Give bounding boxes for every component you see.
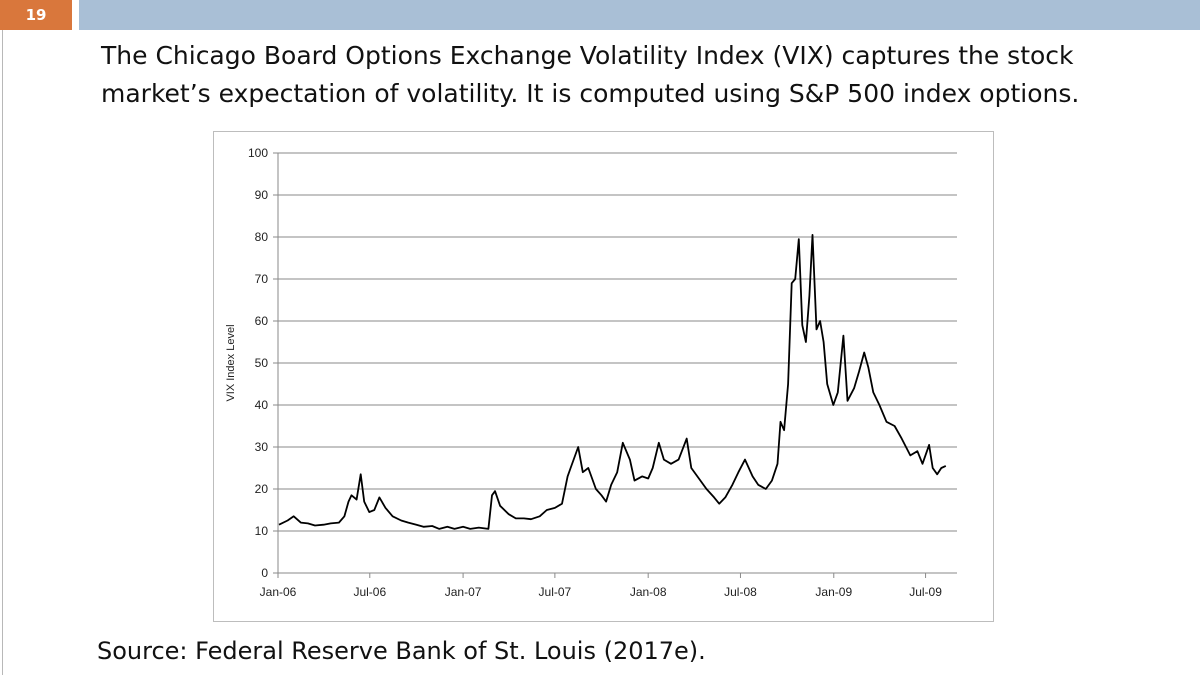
x-tick-label: Jan-07 [445,585,482,599]
y-tick-label: 80 [255,230,269,244]
y-axis-label: VIX Index Level [225,324,237,401]
y-tick-label: 30 [255,440,269,454]
y-tick-labels: 0 10 20 30 40 50 60 70 80 90 100 [248,146,268,580]
x-tick-label: Jul-07 [539,585,572,599]
x-tick-label: Jan-08 [630,585,667,599]
axes [273,152,957,578]
x-tick-label: Jul-06 [353,585,386,599]
x-tick-label: Jul-09 [909,585,942,599]
y-tick-label: 70 [255,272,269,286]
y-tick-label: 40 [255,398,269,412]
x-tick-label: Jul-08 [724,585,757,599]
series-line-vix [278,234,947,530]
x-tick-label: Jan-09 [815,585,852,599]
x-tick-labels: Jan-06 Jul-06 Jan-07 Jul-07 Jan-08 Jul-08 Jan-… [260,585,943,599]
x-tick-label: Jan-06 [260,585,297,599]
slide-heading: The Chicago Board Options Exchange Volat… [101,41,1080,108]
y-tick-label: 50 [255,356,269,370]
source-note: Source: Federal Reserve Bank of St. Loui… [97,637,706,665]
y-tick-label: 10 [255,524,269,538]
title-bar-decoration [79,0,1200,30]
y-tick-label: 0 [261,566,268,580]
y-tick-label: 20 [255,482,269,496]
gridlines [278,152,957,532]
chart-frame: 0 10 20 30 40 50 60 70 80 90 100 Jan-06 Jul-06 Jan-0… [213,131,994,622]
series-layer [278,234,947,530]
y-tick-label: 90 [255,188,269,202]
slide-number: 19 [0,0,72,30]
left-border-line [2,30,3,675]
y-tick-label: 100 [248,146,268,160]
y-tick-label: 60 [255,314,269,328]
